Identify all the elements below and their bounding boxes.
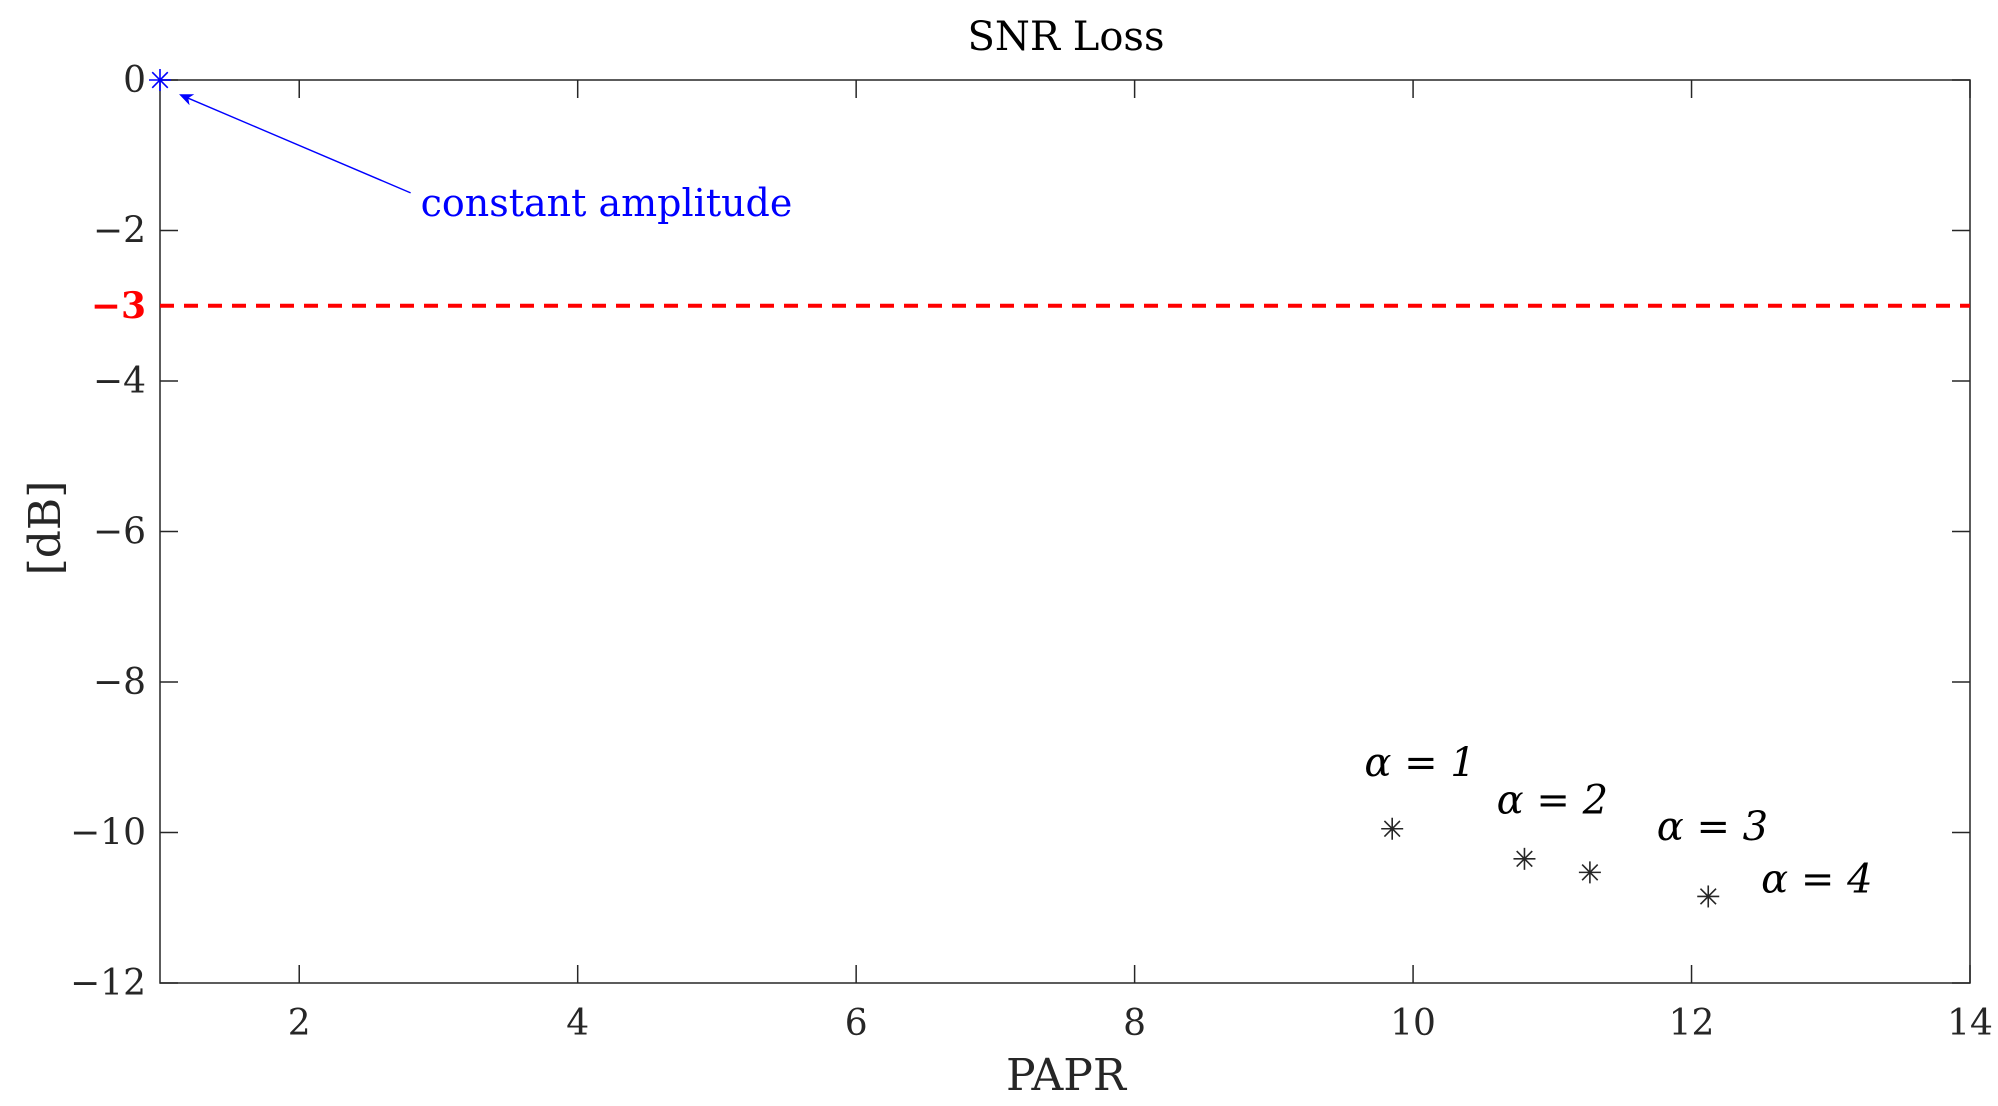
chart-title: SNR Loss: [968, 14, 1165, 60]
alpha-data-point: [1578, 861, 1601, 884]
annotations: constant amplitude α = 1 α = 2 α = 3 α = 4: [179, 94, 1873, 903]
data-points: [149, 69, 1720, 908]
asterisk-stroke: [1383, 820, 1401, 838]
y-tick-label: −2: [93, 211, 146, 252]
y-tick-label: −12: [70, 963, 146, 1004]
x-axis-title: PAPR: [1006, 1050, 1128, 1101]
annotation-constant-amplitude: constant amplitude: [421, 181, 793, 225]
reference-line-label: −3: [91, 285, 146, 327]
y-tick-label: −6: [93, 512, 146, 553]
x-tick-label: 14: [1947, 1003, 1993, 1044]
x-tick-label: 8: [1123, 1003, 1146, 1044]
asterisk-stroke: [1699, 888, 1717, 905]
asterisk-stroke: [1581, 864, 1599, 881]
alpha-label-1: α = 1: [1364, 740, 1475, 786]
x-tick-label: 12: [1669, 1003, 1715, 1044]
asterisk-stroke: [1516, 850, 1533, 868]
asterisk-stroke: [151, 71, 169, 89]
alpha-label-4: α = 4: [1761, 857, 1872, 903]
constant-amplitude-point: [149, 69, 171, 91]
x-tick-label: 6: [845, 1003, 868, 1044]
x-tick-label: 4: [566, 1003, 589, 1044]
x-tick-label: 10: [1390, 1003, 1436, 1044]
y-tick-label: −8: [93, 662, 146, 703]
alpha-data-point: [1381, 817, 1404, 840]
y-tick-label: −4: [93, 361, 146, 402]
x-tick-label: 2: [288, 1003, 311, 1044]
annotation-arrow: [179, 94, 411, 194]
y-tick-label: −10: [70, 813, 146, 854]
y-axis-title: [dB]: [20, 481, 71, 576]
alpha-label-3: α = 3: [1657, 804, 1768, 850]
axes: 2 4 6 8 10 12 14 0 −2 −4 −6 −8 −10 −12: [70, 60, 1993, 1044]
alpha-data-point: [1513, 847, 1536, 870]
reference-line-group: −3: [91, 285, 1970, 327]
alpha-label-2: α = 2: [1497, 778, 1608, 824]
y-tick-label: 0: [123, 60, 146, 101]
alpha-data-point: [1697, 885, 1720, 908]
